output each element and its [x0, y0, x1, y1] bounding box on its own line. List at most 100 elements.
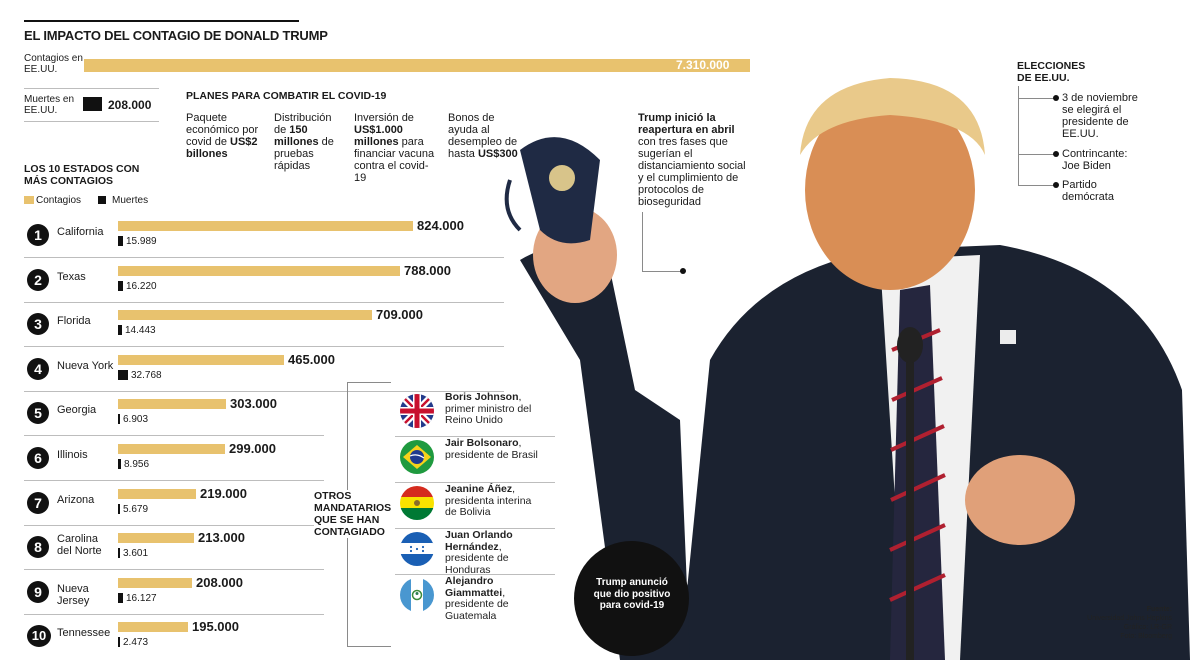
us-contagios-label: Contagios en EE.UU.: [24, 53, 83, 75]
mandatario-item: Juan Orlando Hernández, presidente de Ho…: [445, 529, 513, 576]
trump-note: Trump inició la reapertura en abril con …: [638, 112, 746, 208]
muertes-divider-bottom: [24, 121, 159, 122]
elecciones-dot: [1053, 182, 1059, 188]
state-name: Georgia: [57, 404, 97, 417]
rank-badge: 6: [27, 447, 49, 469]
elecciones-tick: [1018, 154, 1056, 155]
elecciones-item: Contrincante: Joe Biden: [1062, 148, 1128, 172]
muertes-value-label: 14.443: [125, 325, 156, 337]
contagios-bar: [118, 444, 225, 454]
contagios-value-label: 824.000: [417, 218, 464, 233]
row-divider: [24, 569, 324, 571]
muertes-bar: [118, 548, 120, 559]
us-contagios-value: 7.310.000: [676, 58, 730, 72]
state-name: California: [57, 226, 104, 238]
muertes-bar: [118, 236, 123, 246]
elecciones-item: 3 de noviembre se elegirá el presidente …: [1062, 92, 1138, 140]
positive-callout: [574, 541, 689, 656]
contagios-value-label: 788.000: [404, 262, 451, 278]
states-title: LOS 10 ESTADOS CON MÁS CONTAGIOS: [24, 163, 140, 187]
uk-flag: [400, 394, 434, 428]
muertes-bar: [118, 637, 120, 648]
elecciones-line: [1018, 86, 1019, 186]
rank-badge: 8: [27, 536, 49, 559]
elecciones-dot: [1053, 151, 1059, 157]
muertes-value-label: 6.903: [123, 414, 149, 426]
state-name: Texas: [57, 270, 86, 283]
page-title: EL IMPACTO DEL CONTAGIO DE DONALD TRUMP: [24, 28, 328, 43]
guatemala-flag: [400, 578, 434, 612]
mandatario-divider: [395, 436, 555, 437]
muertes-value-label: 32.768: [131, 369, 162, 381]
plan-item: Paquete económico por covid de US$2 bill…: [186, 112, 259, 160]
source-block: Fuente: Universidad Johns Hopkins Gráfic…: [1060, 605, 1172, 641]
elecciones-title: ELECCIONES DE EE.UU.: [1017, 60, 1086, 84]
positive-callout-text: Trump anunció que dio positivo para covi…: [593, 577, 671, 611]
rank-badge: 9: [27, 580, 49, 603]
state-name: Nueva Jersey: [57, 582, 90, 607]
state-name: Illinois: [57, 449, 88, 461]
us-contagios-bar: [84, 59, 750, 72]
source-text: Universidad Johns Hopkins: [1087, 615, 1172, 622]
trump-photo: [504, 78, 1190, 660]
rank-badge: 1: [27, 224, 49, 246]
mandatario-divider: [395, 528, 555, 529]
muertes-bar: [118, 280, 123, 291]
legend-swatch-muertes: [98, 196, 106, 204]
bracket-top: [347, 382, 391, 383]
legend-label-muertes: Muertes: [112, 195, 149, 206]
plan-item: Inversión de US$1.000 millones para fina…: [354, 112, 435, 184]
rank-badge: 7: [27, 491, 49, 514]
muertes-value-label: 15.989: [126, 236, 157, 247]
rank-badge: 10: [27, 625, 51, 648]
us-muertes-value: 208.000: [108, 98, 152, 112]
contagios-value-label: 213.000: [198, 530, 245, 546]
photo-credit: Foto: Bloomberg: [1120, 633, 1172, 640]
contagios-value-label: 219.000: [200, 485, 247, 501]
row-divider: [24, 390, 504, 392]
row-divider: [24, 613, 324, 615]
states-bar-chart: 1 California 824.000 15.989 2 Texas 788.000 16.…: [0, 0, 520, 671]
muertes-bar: [118, 503, 120, 514]
contagios-value-label: 195.000: [192, 619, 239, 635]
state-name: Nueva York: [57, 359, 114, 372]
muertes-bar: [118, 325, 122, 336]
planes-title: PLANES PARA COMBATIR EL COVID-19: [186, 90, 387, 102]
contagios-value-label: 303.000: [230, 396, 277, 412]
plan-item: Distribución de 150 millones de pruebas …: [274, 112, 334, 172]
elecciones-dot: [1053, 95, 1059, 101]
state-name: Florida: [57, 315, 91, 328]
row-divider: [24, 435, 324, 437]
muertes-bar: [118, 414, 120, 425]
muertes-value-label: 16.127: [126, 592, 157, 604]
otros-title: OTROS MANDATARIOS QUE SE HAN CONTAGIADO: [314, 490, 394, 538]
bracket-bottom: [347, 646, 391, 647]
contagios-bar: [118, 577, 192, 588]
elecciones-tick: [1018, 185, 1056, 186]
mandatario-divider: [395, 482, 555, 483]
rank-badge: 4: [27, 357, 49, 380]
contagios-bar: [118, 354, 284, 365]
contagios-bar: [118, 310, 372, 321]
contagios-bar: [118, 622, 188, 633]
bolivia-flag: [400, 486, 434, 520]
muertes-value-label: 16.220: [126, 280, 157, 292]
muertes-value-label: 2.473: [123, 637, 149, 649]
rank-badge: 5: [27, 402, 49, 425]
mandatario-item: Boris Johnson, primer ministro del Reino…: [445, 391, 532, 426]
row-divider: [24, 524, 324, 526]
note-leader-dot: [680, 268, 686, 274]
source-label: Fuente:: [1146, 606, 1172, 613]
contagios-bar: [118, 399, 226, 410]
contagios-bar: [118, 221, 413, 231]
contagios-value-label: 465.000: [288, 351, 335, 367]
muertes-bar: [118, 459, 121, 469]
row-divider: [24, 257, 504, 258]
legend-swatch-contagios: [24, 196, 34, 204]
muertes-bar: [118, 369, 128, 380]
contagios-bar: [118, 533, 194, 544]
legend-label-contagios: Contagios: [36, 195, 82, 206]
muertes-bar: [118, 592, 123, 603]
state-name: Carolina del Norte: [57, 533, 102, 558]
muertes-value-label: 5.679: [123, 503, 149, 515]
